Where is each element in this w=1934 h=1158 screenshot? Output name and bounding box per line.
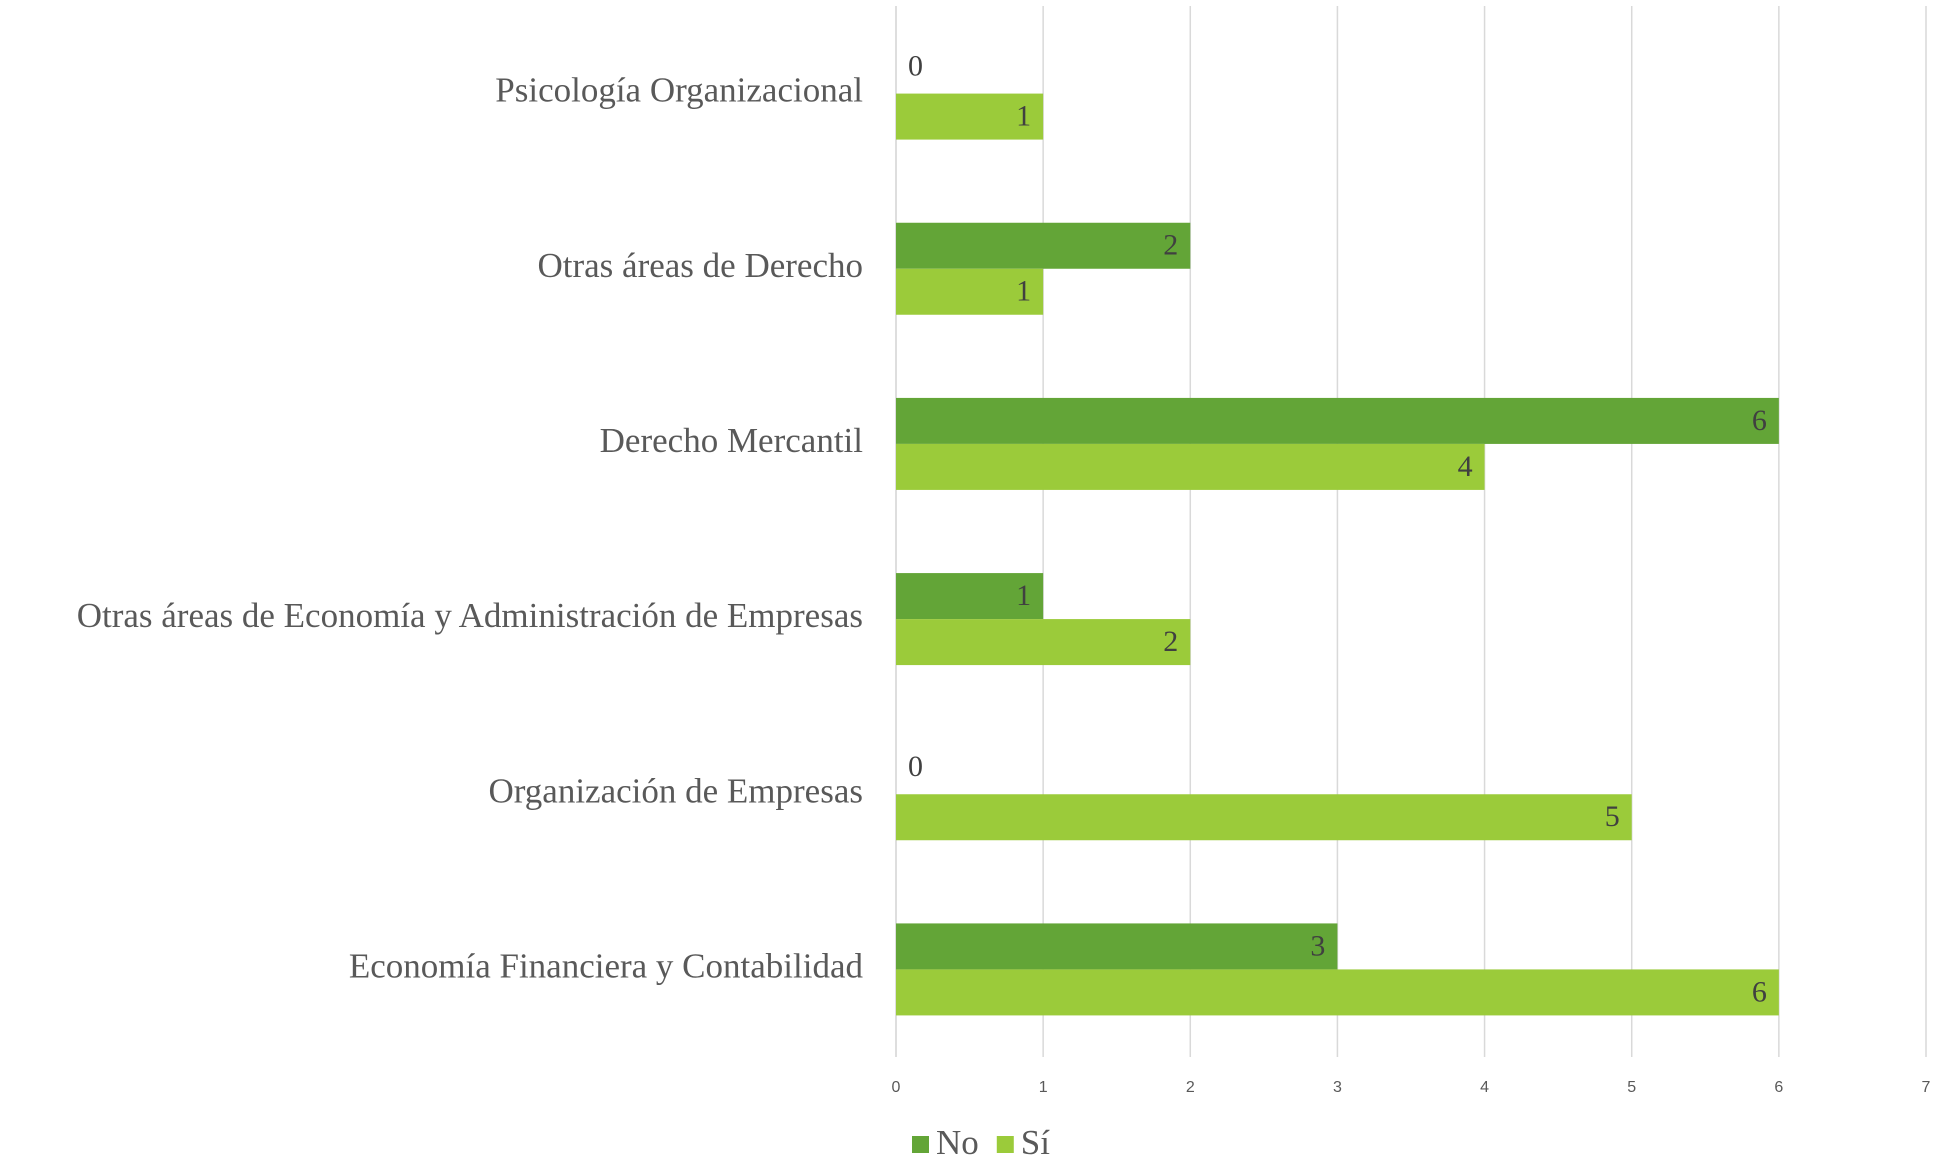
data-label: 1	[1016, 99, 1031, 132]
category-label: Organización de Empresas	[489, 771, 864, 810]
x-tick-label: 3	[1333, 1079, 1342, 1096]
x-tick-label: 2	[1186, 1079, 1195, 1096]
legend-label: No	[936, 1123, 979, 1158]
category-label: Otras áreas de Derecho	[537, 246, 863, 285]
bar	[896, 619, 1191, 666]
bar	[896, 268, 1044, 315]
bar	[896, 93, 1044, 140]
legend-label: Sí	[1021, 1123, 1050, 1158]
category-label: Economía Financiera y Contabilidad	[349, 946, 864, 985]
x-tick-label: 4	[1480, 1079, 1489, 1096]
bar	[896, 923, 1338, 970]
bar	[896, 969, 1779, 1016]
data-label: 0	[908, 750, 923, 783]
data-label: 6	[1752, 975, 1767, 1008]
bar	[896, 794, 1632, 841]
data-label: 3	[1310, 929, 1325, 962]
x-tick-label: 5	[1627, 1079, 1636, 1096]
data-label: 2	[1163, 625, 1178, 658]
bar	[896, 443, 1485, 490]
data-label: 4	[1458, 450, 1473, 483]
legend-swatch	[996, 1136, 1014, 1153]
bar	[896, 222, 1191, 269]
data-label: 2	[1163, 229, 1178, 262]
legend-swatch	[912, 1136, 929, 1153]
x-tick-label: 0	[892, 1079, 901, 1096]
x-tick-label: 6	[1774, 1079, 1783, 1096]
data-label: 5	[1605, 800, 1620, 833]
bar	[896, 397, 1779, 444]
category-label: Derecho Mercantil	[600, 421, 864, 460]
bar	[896, 573, 1044, 620]
x-tick-label: 1	[1039, 1079, 1048, 1096]
x-tick-label: 7	[1922, 1079, 1931, 1096]
category-label: Psicología Organizacional	[495, 71, 863, 110]
data-label: 0	[908, 49, 923, 82]
data-label: 1	[1016, 275, 1031, 308]
data-label: 1	[1016, 579, 1031, 612]
category-label: Otras áreas de Economía y Administración…	[77, 596, 863, 635]
data-label: 6	[1752, 404, 1767, 437]
